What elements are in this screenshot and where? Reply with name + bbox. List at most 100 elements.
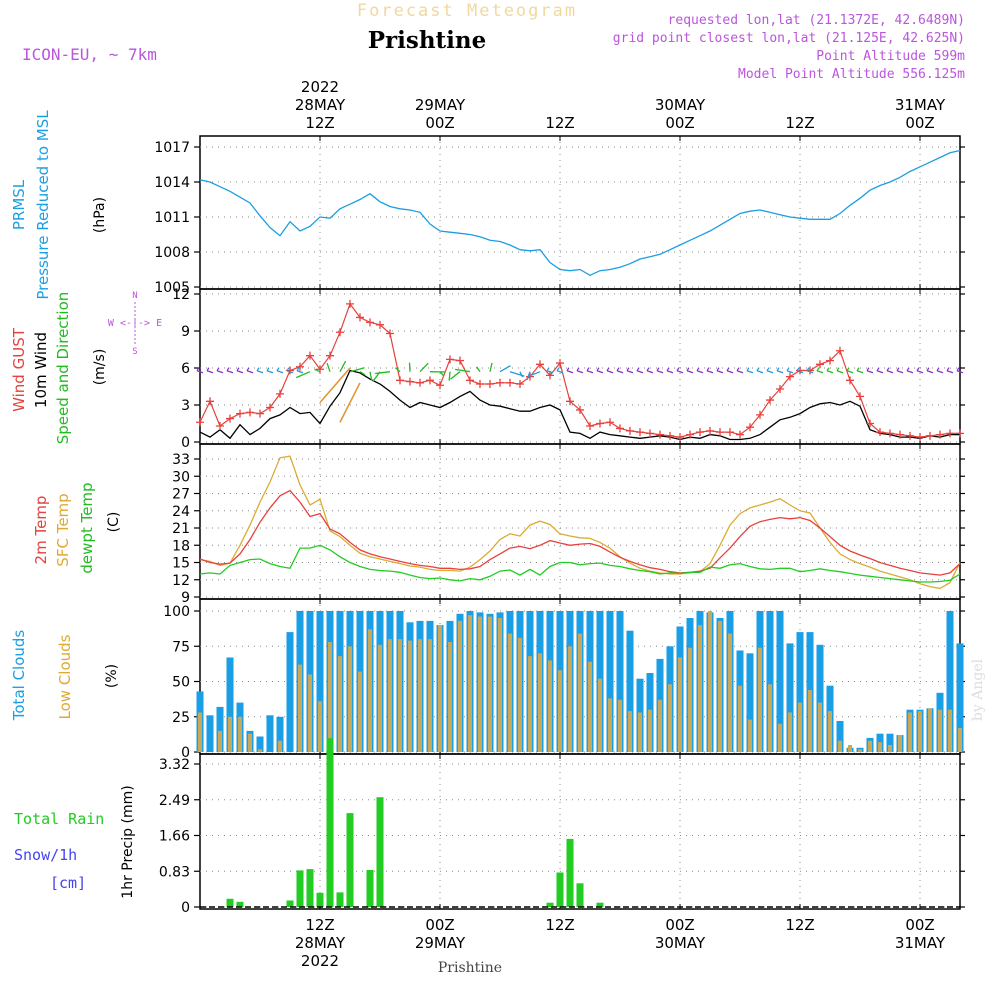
gust-marker xyxy=(316,365,324,374)
y-tick-label: 27 xyxy=(172,487,190,503)
low-cloud-bar xyxy=(868,740,872,752)
gust-marker xyxy=(666,431,674,440)
gust-marker xyxy=(336,328,344,337)
gust-marker xyxy=(386,329,394,338)
total-cloud-bar xyxy=(226,657,234,752)
rain-bar xyxy=(296,870,304,907)
low-cloud-bar xyxy=(678,657,682,752)
wind-direction-arrow xyxy=(546,367,554,374)
low-cloud-bar xyxy=(948,709,952,752)
low-cloud-bar xyxy=(548,660,552,752)
dewpt-label: dewpt Temp xyxy=(78,482,96,573)
gust-marker xyxy=(876,428,884,437)
gust-marker xyxy=(486,380,494,389)
wind-direction-arrow xyxy=(519,371,524,378)
low-cloud-bar xyxy=(338,656,342,752)
low-cloud-bar xyxy=(918,711,922,752)
low-cloud-bar xyxy=(758,647,762,752)
gust-marker xyxy=(506,378,514,387)
low-cloud-bar xyxy=(908,712,912,752)
rain-bar xyxy=(286,900,294,907)
requested-coords: requested lon,lat (21.1372E, 42.6489N) xyxy=(668,13,965,28)
low-cloud-bar xyxy=(928,708,932,752)
low-cloud-bar xyxy=(688,647,692,752)
wind-direction-arrow xyxy=(369,371,373,381)
gust-marker xyxy=(756,410,764,419)
low-cloud-bar xyxy=(768,684,772,752)
wind-direction-arrow xyxy=(786,367,794,374)
wind-direction-arrow xyxy=(626,367,634,374)
wind-direction-arrow xyxy=(339,382,361,423)
gust-marker xyxy=(536,360,544,369)
total-cloud-bar xyxy=(816,644,824,752)
time-top-label: 00Z xyxy=(905,114,934,132)
y-tick-label: 21 xyxy=(172,521,190,537)
low-cloud-bar xyxy=(468,615,472,752)
gust-marker xyxy=(776,384,784,393)
y-tick-label: 2.49 xyxy=(159,793,190,809)
low-cloud-bar xyxy=(408,640,412,752)
low-cloud-bar xyxy=(638,712,642,752)
low-cloud-bar xyxy=(388,639,392,752)
gust-marker xyxy=(396,376,404,385)
total-cloud-bar xyxy=(626,630,634,752)
temp-2m-line xyxy=(199,489,961,576)
wind-direction-arrow xyxy=(956,367,964,374)
y-tick-label: 25 xyxy=(172,710,190,726)
low-cloud-bar xyxy=(348,646,352,753)
gust-marker xyxy=(466,376,474,385)
gust-marker xyxy=(956,429,964,438)
total-cloud-bar xyxy=(276,716,284,753)
low-cloud-bar xyxy=(488,616,492,752)
wind-direction-arrow xyxy=(706,367,714,374)
low-cloud-bar xyxy=(848,745,852,752)
time-top-label: 00Z xyxy=(425,114,454,132)
date-top-label: 29MAY xyxy=(415,96,466,114)
date-bottom-label: 29MAY xyxy=(415,934,466,952)
total-cloud-bar xyxy=(746,653,754,752)
prmsl-unit: (hPa) xyxy=(92,197,108,233)
wind-direction-arrow xyxy=(266,367,274,374)
year-top-label: 2022 xyxy=(301,78,339,96)
rain-bar xyxy=(236,901,244,907)
low-cloud-bar xyxy=(898,735,902,752)
low-cloud-bar xyxy=(398,639,402,752)
gust-marker xyxy=(696,428,704,437)
gust-marker xyxy=(296,362,304,371)
gust-marker xyxy=(256,409,264,418)
total-cloud-bar xyxy=(946,611,954,752)
total-clouds-label: Total Clouds xyxy=(10,630,28,722)
y-tick-label: 9 xyxy=(181,324,190,340)
total-cloud-bar xyxy=(956,643,964,752)
snow-unit: [cm] xyxy=(50,874,86,892)
wind-direction-arrow xyxy=(286,367,294,374)
low-cloud-bar xyxy=(518,637,522,752)
wind-direction-arrow xyxy=(656,367,664,374)
gust-marker xyxy=(916,433,924,442)
wind-direction-arrow xyxy=(756,367,764,374)
low-cloud-bar xyxy=(558,670,562,752)
low-cloud-bar xyxy=(888,745,892,752)
wind-direction-arrow xyxy=(896,367,904,374)
total-cloud-bar xyxy=(206,715,214,752)
wind-direction-arrow xyxy=(375,371,391,375)
temp-unit: (C) xyxy=(106,512,122,533)
forecast-label: Forecast Meteogram xyxy=(357,1,577,21)
time-bottom-label: 12Z xyxy=(305,916,334,934)
time-top-label: 00Z xyxy=(665,114,694,132)
gust-marker xyxy=(346,299,354,308)
y-tick-label: 1017 xyxy=(154,140,190,156)
watermark: by Angel xyxy=(970,658,986,721)
gust-marker xyxy=(816,360,824,369)
gust-marker xyxy=(846,376,854,385)
point-altitude: Point Altitude 599m xyxy=(816,49,965,64)
y-tick-label: 24 xyxy=(172,504,190,520)
y-tick-label: 6 xyxy=(181,361,190,377)
low-cloud-bar xyxy=(828,711,832,752)
low-cloud-bar xyxy=(328,642,332,752)
gust-marker xyxy=(246,408,254,417)
y-tick-label: 0 xyxy=(181,745,190,761)
wind-direction-arrow xyxy=(319,367,351,404)
wind-direction-arrow xyxy=(686,367,694,374)
low-cloud-bar xyxy=(248,733,252,752)
